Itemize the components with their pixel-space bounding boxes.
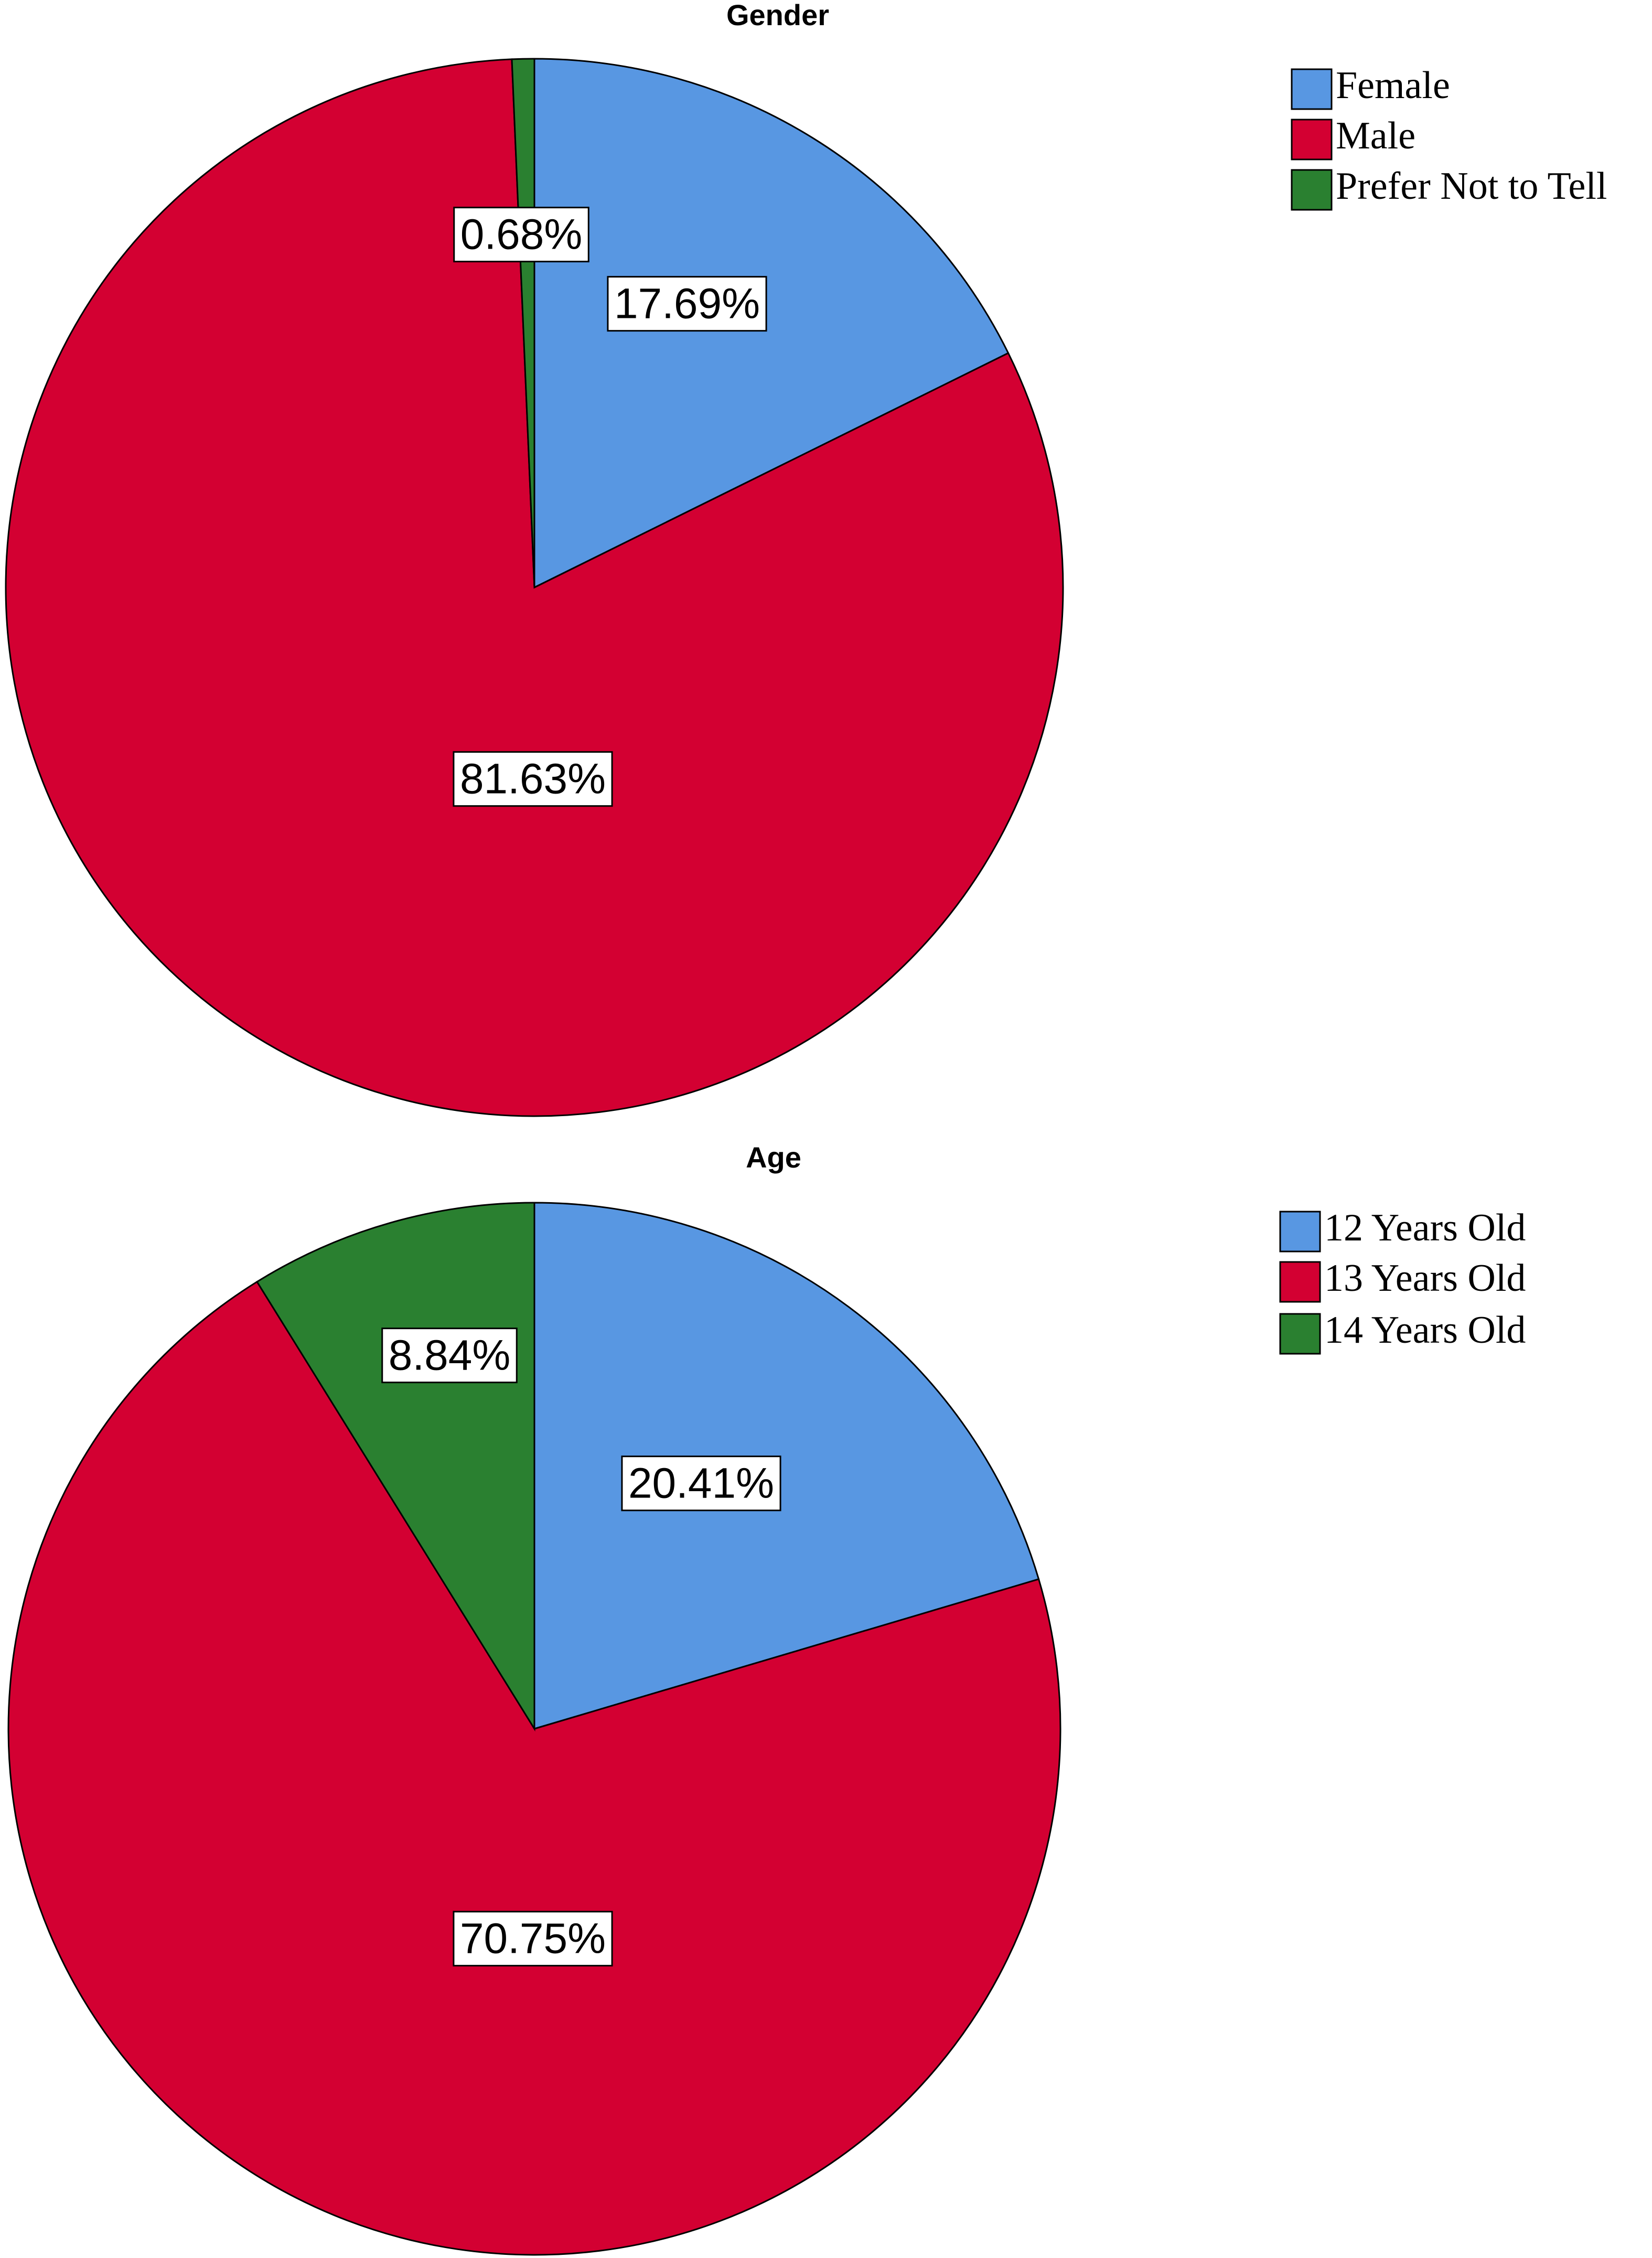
value-label: 8.84%	[389, 1332, 511, 1379]
label-background	[607, 276, 767, 332]
legend-label: 12 Years Old	[1324, 1206, 1526, 1249]
label-background	[381, 1328, 518, 1384]
value-label: 70.75%	[460, 1915, 606, 1963]
chart-title: Age	[746, 1141, 801, 1174]
legend-label: 14 Years Old	[1324, 1309, 1526, 1352]
legend-swatch	[1291, 119, 1333, 160]
legend-swatch	[1291, 169, 1333, 211]
value-label: 81.63%	[460, 755, 606, 803]
legend-swatch	[1279, 1211, 1321, 1253]
legend-label: 13 Years Old	[1324, 1257, 1526, 1300]
pie-slice	[5, 58, 1064, 1117]
value-label: 17.69%	[614, 280, 760, 328]
value-label: 20.41%	[628, 1460, 774, 1507]
legend-label: Female	[1336, 64, 1450, 107]
value-label: 0.68%	[460, 211, 583, 259]
pie-slice	[7, 1280, 1061, 2256]
value-label-box: 17.69%	[607, 276, 767, 332]
chart-title: Gender	[726, 0, 829, 31]
value-label-box: 0.68%	[453, 207, 589, 263]
label-background	[453, 751, 613, 807]
value-label-box: 81.63%	[453, 751, 613, 807]
pie-slice	[511, 58, 535, 588]
value-label-box: 8.84%	[381, 1328, 518, 1384]
value-label-box: 70.75%	[453, 1911, 613, 1967]
label-background	[621, 1456, 781, 1512]
legend-label: Male	[1336, 114, 1415, 157]
label-background	[453, 1911, 613, 1967]
legend-swatch	[1279, 1261, 1321, 1303]
legend-label: Prefer Not to Tell	[1336, 165, 1607, 208]
pie-slice	[533, 58, 1010, 589]
label-background	[453, 207, 589, 263]
value-label-box: 20.41%	[621, 1456, 781, 1512]
legend-swatch	[1279, 1313, 1321, 1355]
pie-slice	[533, 1202, 1040, 1730]
legend-swatch	[1291, 68, 1333, 110]
